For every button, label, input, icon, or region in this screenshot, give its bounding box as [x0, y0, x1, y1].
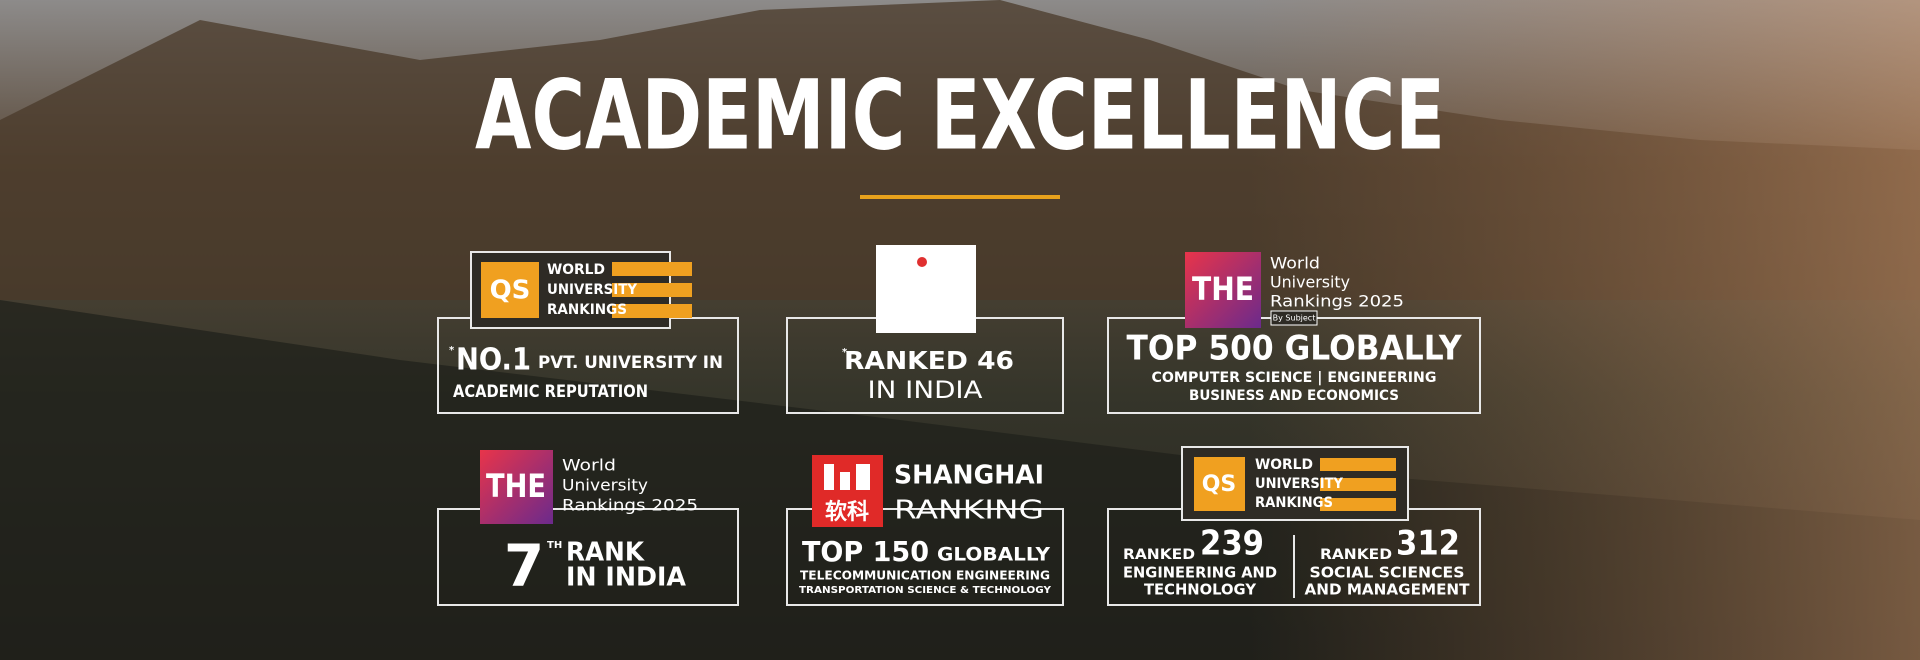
- card-text: ENGINEERING AND: [1123, 564, 1277, 582]
- rank-suffix: GLOBALLY: [937, 544, 1050, 566]
- prefix: RANKED: [1123, 547, 1195, 563]
- logo-text: WORLD: [1255, 457, 1313, 473]
- the-logo: [480, 450, 553, 524]
- logo-mark: QS: [490, 276, 531, 306]
- card-text: AND MANAGEMENT: [1305, 581, 1471, 599]
- logo-text: RANKINGS: [1255, 495, 1333, 511]
- logo-text: Rankings 2025: [562, 496, 698, 515]
- prefix: RANKED: [1320, 547, 1392, 563]
- logo-bar: [824, 464, 834, 490]
- title: ACADEMIC EXCELLENCE: [475, 59, 1445, 171]
- rank: NO.1: [456, 343, 531, 378]
- logo-mark: THE: [486, 467, 546, 505]
- logo-text: WORLD: [547, 262, 605, 278]
- logo-text: UNIVERSITY: [1255, 476, 1344, 492]
- logo-text: SHANGHAI: [894, 461, 1044, 491]
- rank-suffix: TH: [547, 540, 562, 551]
- card-text: TECHNOLOGY: [1144, 581, 1257, 599]
- rank: 239: [1200, 524, 1264, 564]
- card-text: RANKED 46: [844, 346, 1014, 375]
- card-text: COMPUTER SCIENCE | ENGINEERING: [1152, 370, 1437, 386]
- logo-bar: [612, 262, 692, 276]
- nirf-dot: [917, 257, 927, 267]
- logo-bar: [856, 464, 870, 490]
- card-text: PVT. UNIVERSITY IN: [538, 353, 723, 373]
- logo-bar: [1320, 498, 1396, 511]
- logo-text: University: [562, 476, 648, 495]
- rank: TOP 150: [802, 535, 929, 568]
- qs-logo-square: [481, 262, 539, 318]
- logo-bar: [840, 472, 850, 490]
- card-text: TOP 500 GLOBALLY: [1127, 329, 1462, 369]
- card-text: IN INDIA: [868, 376, 984, 404]
- card-text: TRANSPORTATION SCIENCE & TECHNOLOGY: [799, 585, 1052, 596]
- logo-bar: [612, 283, 692, 297]
- qs-logo-square: [1194, 457, 1245, 511]
- logo-text: RANKINGS: [547, 302, 627, 318]
- note: *: [842, 347, 848, 358]
- logo-text: UNIVERSITY: [547, 282, 638, 298]
- logo-text: World: [562, 456, 616, 475]
- logo-mark: 软科: [825, 499, 869, 525]
- logo-bar: [1320, 458, 1396, 471]
- logo-bar: [612, 304, 692, 318]
- shanghai-logo: [812, 455, 883, 527]
- logo-text: Rankings 2025: [1270, 292, 1404, 311]
- card-frame: [437, 508, 739, 606]
- logo-text: RANKING: [894, 496, 1044, 526]
- card-text: BUSINESS AND ECONOMICS: [1189, 388, 1399, 404]
- badge-box: [1270, 310, 1318, 326]
- logo-bar: [1320, 478, 1396, 491]
- the-logo: [1185, 252, 1261, 328]
- card-frame: [786, 508, 1064, 606]
- card-text: ACADEMIC REPUTATION: [453, 382, 648, 402]
- rank: 312: [1396, 524, 1460, 564]
- logo-text: Ranking 2024: [884, 316, 969, 329]
- badge: By Subject: [1273, 314, 1316, 323]
- note: *: [449, 345, 455, 356]
- rank: 7: [504, 532, 544, 600]
- logo-mark: THE: [1192, 270, 1254, 308]
- logo-mark: QS: [1202, 472, 1237, 497]
- card-text: IN INDIA: [566, 563, 686, 593]
- logo-text: World: [1270, 254, 1320, 273]
- card-text: SOCIAL SCIENCES: [1310, 564, 1465, 582]
- card-text: TELECOMMUNICATION ENGINEERING: [800, 569, 1050, 583]
- cards: [437, 245, 1481, 606]
- logo-mark: nirf: [886, 262, 967, 313]
- card-text: RANK: [566, 538, 645, 568]
- logo-text: University: [1270, 273, 1350, 292]
